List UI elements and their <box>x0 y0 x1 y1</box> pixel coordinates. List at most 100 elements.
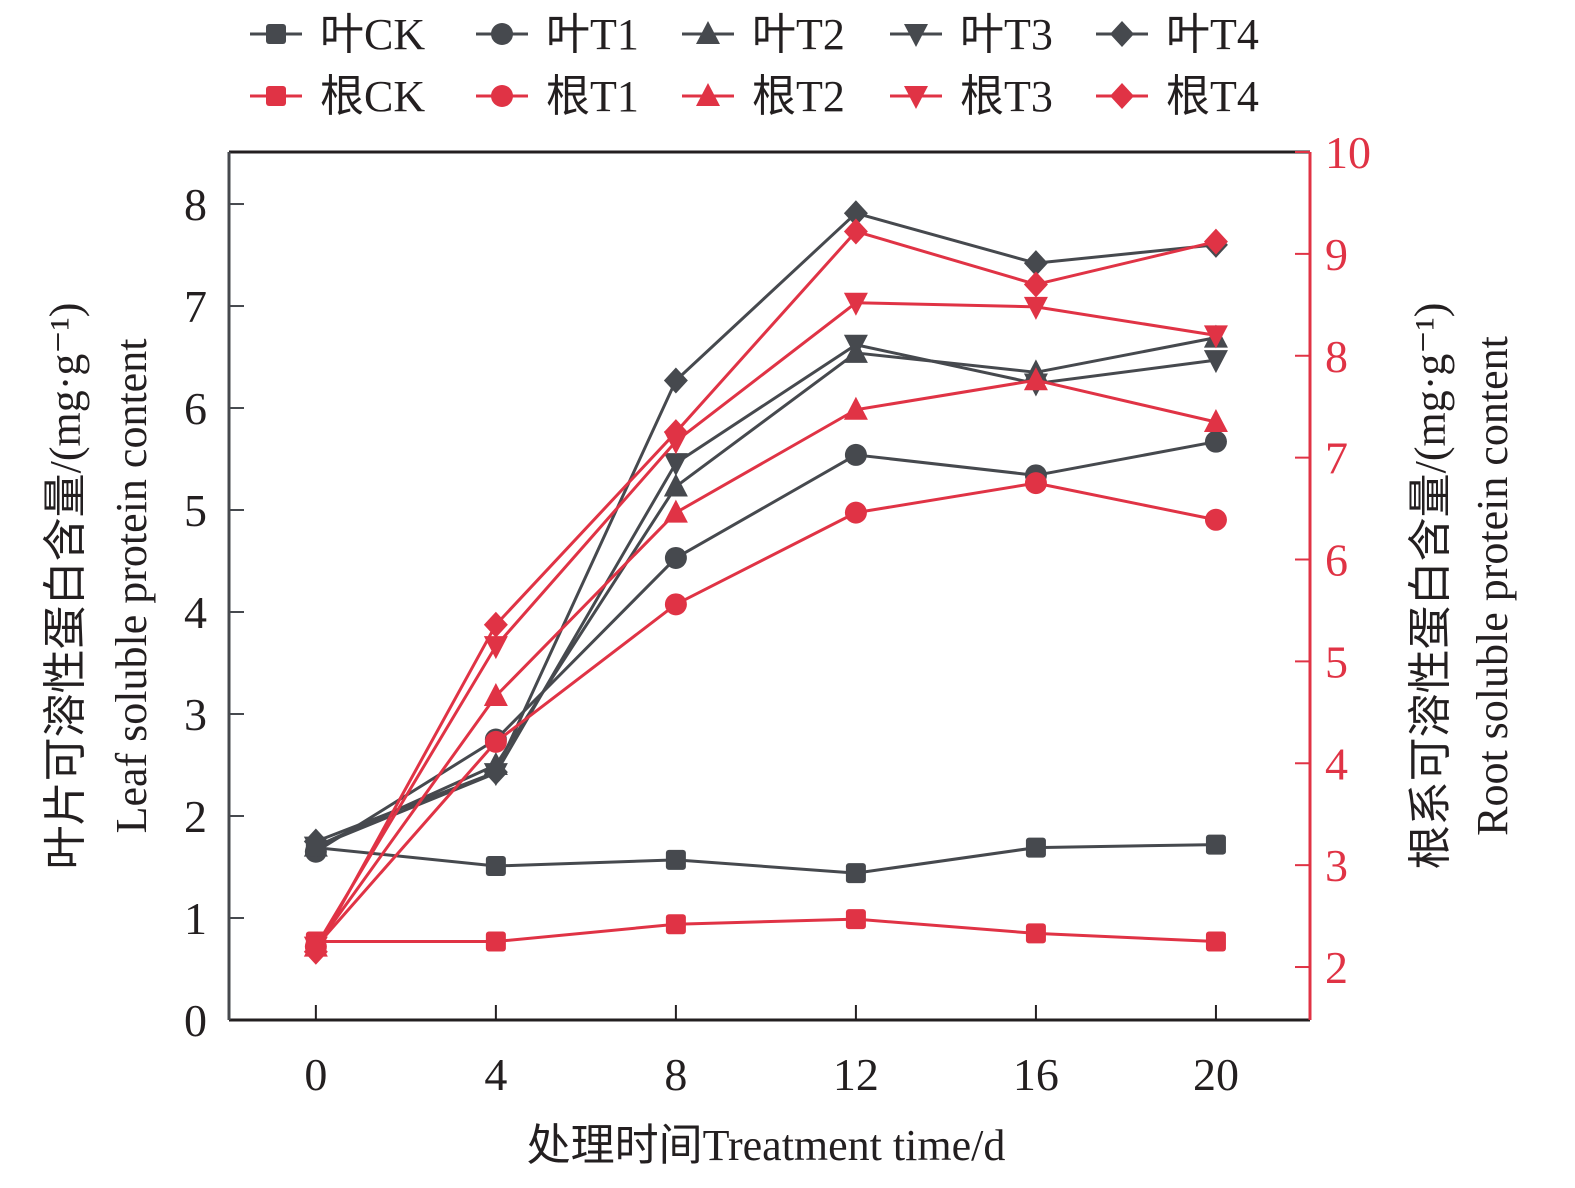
legend-item: 根T1 <box>476 72 639 121</box>
right-y-tick-label: 5 <box>1325 636 1348 687</box>
left-y-axis-title-en: Leaf soluble protein content <box>107 339 156 834</box>
right-y-tick-label: 8 <box>1325 331 1348 382</box>
left-y-tick-label: 6 <box>184 383 207 434</box>
x-tick-label: 4 <box>484 1049 507 1100</box>
legend-marker-icon <box>491 23 513 45</box>
data-point <box>844 501 867 524</box>
legend-label: 叶T3 <box>960 10 1053 59</box>
series-root-ck <box>305 909 1226 952</box>
legend-marker-icon <box>904 24 928 47</box>
legend-item: 叶T3 <box>890 10 1053 59</box>
legend-marker-icon <box>696 83 720 106</box>
data-point <box>843 334 868 358</box>
legend-label: 根T3 <box>960 72 1053 121</box>
data-point <box>663 419 688 446</box>
data-point <box>1205 834 1226 855</box>
x-tick-label: 0 <box>304 1049 327 1100</box>
legend-item: 叶CK <box>250 10 425 59</box>
series-line <box>314 301 1217 948</box>
data-point <box>1204 508 1227 531</box>
left-y-tick-label: 5 <box>184 485 207 536</box>
right-y-axis-ticks: 2 3 4 5 6 7 8 9 10 <box>1295 127 1371 993</box>
left-y-axis-title-cn: 叶片可溶性蛋白含量/(mg·g⁻¹) <box>41 303 90 870</box>
series-line <box>315 343 1217 848</box>
x-tick-label: 20 <box>1193 1049 1239 1100</box>
legend-label: 根CK <box>320 72 425 121</box>
data-point <box>483 759 508 786</box>
data-point <box>663 473 688 497</box>
data-point <box>483 636 508 660</box>
left-y-tick-label: 1 <box>184 893 207 944</box>
data-point <box>843 292 868 316</box>
legend-marker-icon <box>696 21 720 44</box>
right-y-axis-title-en: Root soluble protein content <box>1468 336 1517 836</box>
legend-label: 叶T1 <box>546 10 639 59</box>
data-point <box>485 931 506 952</box>
series-leaf-t3 <box>303 334 1228 860</box>
data-point <box>843 200 868 227</box>
legend-label: 根T2 <box>752 72 845 121</box>
data-point <box>665 849 686 870</box>
data-point <box>1203 228 1228 255</box>
legend-item: 叶T1 <box>476 10 639 59</box>
legend-marker-icon <box>266 24 286 44</box>
legend-marker-icon <box>1110 83 1134 109</box>
series-line <box>314 481 1217 948</box>
data-point <box>1204 430 1227 453</box>
legend-label: 根T4 <box>1166 72 1259 121</box>
left-y-tick-label: 0 <box>184 995 207 1046</box>
right-y-tick-label: 4 <box>1325 738 1348 789</box>
series-root-t4 <box>303 218 1228 965</box>
data-point <box>845 909 866 930</box>
right-y-axis-title-cn: 根系可溶性蛋白含量/(mg·g⁻¹) <box>1406 303 1455 870</box>
data-point <box>303 828 328 855</box>
left-y-tick-label: 8 <box>184 179 207 230</box>
data-point <box>844 443 867 466</box>
right-y-tick-label: 3 <box>1325 840 1348 891</box>
x-tick-label: 12 <box>833 1049 879 1100</box>
left-y-tick-label: 7 <box>184 281 207 332</box>
data-point <box>1025 923 1046 944</box>
series-root-t1 <box>304 472 1227 958</box>
data-point <box>1203 350 1228 374</box>
x-axis-title: 处理时间Treatment time/d <box>527 1121 1006 1170</box>
legend-item: 叶T2 <box>682 10 845 59</box>
data-point <box>1023 271 1048 298</box>
data-point <box>303 938 328 965</box>
series-root-t2 <box>303 367 1228 957</box>
data-point <box>1023 367 1048 391</box>
data-point <box>843 218 868 245</box>
legend-item: 叶T4 <box>1096 10 1259 59</box>
legend-marker-icon <box>491 85 513 107</box>
series-line <box>315 211 1217 843</box>
x-tick-label: 8 <box>664 1049 687 1100</box>
data-point <box>663 453 688 477</box>
x-tick-label: 16 <box>1013 1049 1059 1100</box>
left-y-tick-label: 3 <box>184 689 207 740</box>
series-line <box>314 378 1217 948</box>
data-point <box>484 730 507 753</box>
legend-marker-icon <box>904 86 928 109</box>
data-point <box>665 914 686 935</box>
legend-item: 根T2 <box>682 72 845 121</box>
data-point <box>485 855 506 876</box>
data-point <box>845 863 866 884</box>
series-layer <box>303 200 1228 965</box>
data-point <box>1203 325 1228 349</box>
right-y-tick-label: 6 <box>1325 535 1348 586</box>
legend-item: 根T4 <box>1096 72 1259 121</box>
x-axis-ticks: 0 4 8 12 16 20 <box>304 1005 1239 1100</box>
legend: 叶CK 叶T1 叶T2 叶T3 叶T4 根CK 根T1 根T2 根T3 根T4 <box>250 10 1259 121</box>
data-point <box>1023 250 1048 277</box>
left-y-axis-title: 叶片可溶性蛋白含量/(mg·g⁻¹) Leaf soluble protein … <box>41 303 156 870</box>
data-point <box>843 396 868 420</box>
data-point <box>664 546 687 569</box>
right-y-tick-label: 7 <box>1325 433 1348 484</box>
data-point <box>1024 472 1047 495</box>
series-line <box>314 229 1217 953</box>
right-y-tick-label: 2 <box>1325 942 1348 993</box>
data-point <box>663 499 688 523</box>
series-line <box>315 917 1217 944</box>
legend-label: 叶T2 <box>752 10 845 59</box>
left-y-tick-label: 4 <box>184 587 207 638</box>
